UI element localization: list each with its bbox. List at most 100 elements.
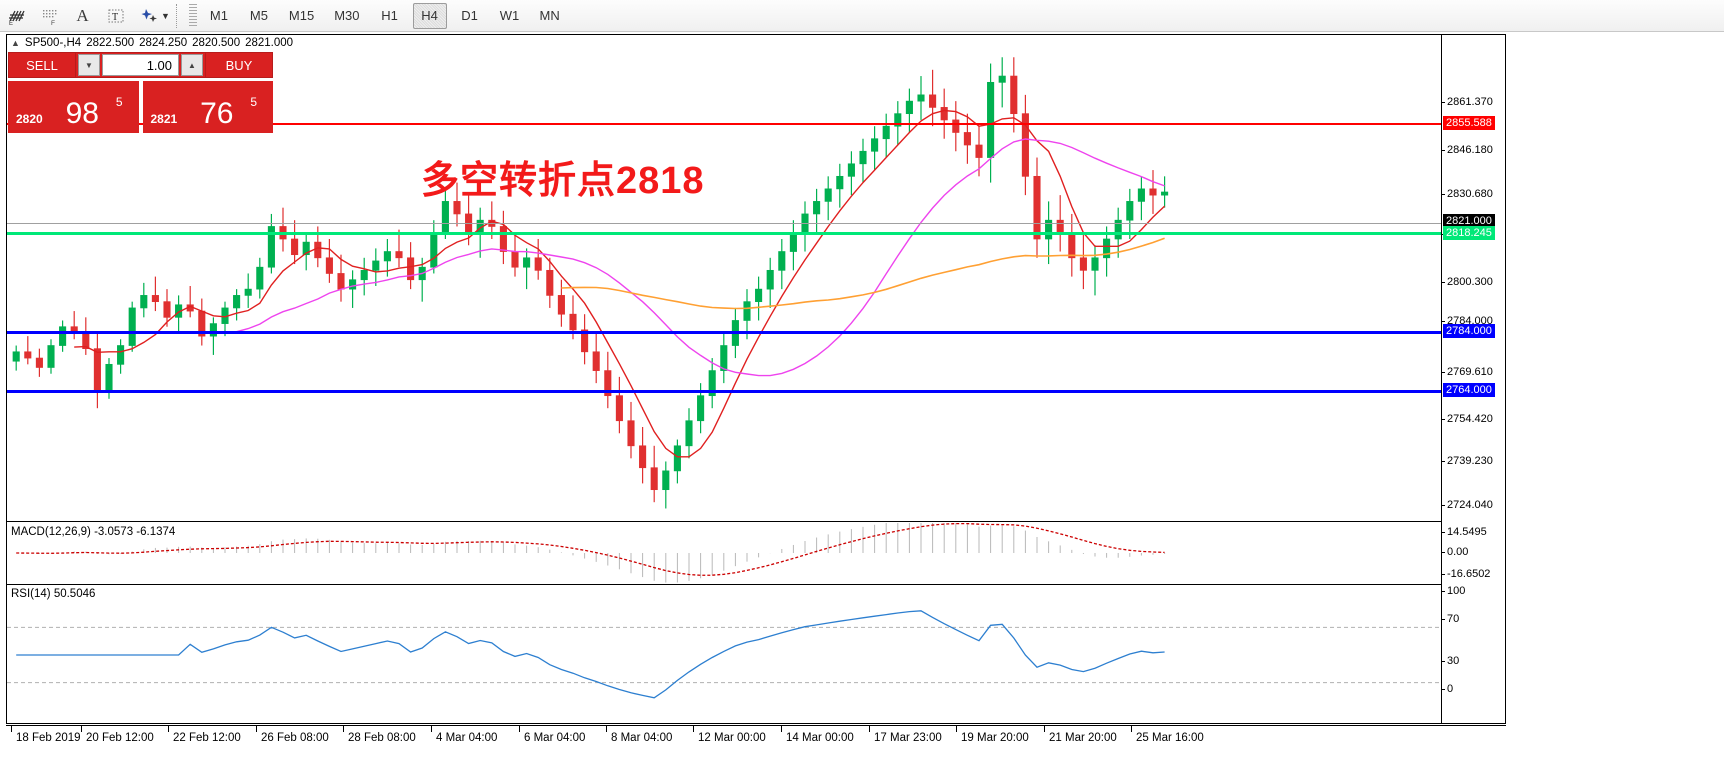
bid-price-fraction: 5 [115,95,123,109]
svg-text:E: E [9,21,13,26]
ma-mid-line [236,138,1165,377]
rsi-line [16,610,1165,699]
scale-tick: 70 [1442,613,1459,625]
macd-pane[interactable] [7,523,1443,583]
time-label: 26 Feb 08:00 [256,726,329,744]
svg-text:F: F [51,20,55,26]
candlestick-canvas [12,57,1169,509]
bid-price-display[interactable]: 2820 98 5 [8,81,139,133]
time-label: 18 Feb 2019 [11,726,81,744]
symbol-ohlc-bar: ▲ SP500-,H4 2822.500 2824.250 2820.500 2… [7,35,1505,51]
time-label: 19 Mar 20:00 [956,726,1029,744]
indicators-icon[interactable]: E [1,2,32,30]
scale-tick: 14.5495 [1442,526,1487,538]
price-tick: 2800.300 [1442,276,1493,288]
volume-stepper: ▼ 1.00 ▲ [76,52,205,78]
volume-decrease-button[interactable]: ▼ [78,54,100,76]
time-label: 4 Mar 04:00 [430,726,498,744]
timeframe-h4[interactable]: H4 [412,2,447,29]
ohlc-high: 2824.250 [139,37,188,49]
scale-tick: -16.6502 [1442,568,1490,580]
sell-button[interactable]: SELL [8,52,76,78]
price-tick: 2830.680 [1442,188,1493,200]
time-label: 14 Mar 00:00 [781,726,854,744]
pivot-line-2818[interactable] [7,232,1443,235]
timeframe-m15[interactable]: M15 [288,8,315,23]
toolbar-grip[interactable] [188,3,197,28]
price-quotes-row: 2820 98 5 2821 76 5 [8,81,273,133]
time-label: 21 Mar 20:00 [1044,726,1117,744]
price-badge: 2855.588 [1443,116,1495,130]
symbol-label: SP500-,H4 [24,37,82,49]
time-axis[interactable]: 18 Feb 2019 20 Feb 12:00 22 Feb 12:00 26 Fe… [6,725,1506,756]
scale-tick: 0.00 [1442,546,1468,558]
ask-price-main: 76 [200,97,234,130]
ask-price-fraction: 5 [250,95,257,109]
resistance-line-2855[interactable] [7,123,1443,125]
time-label: 12 Mar 00:00 [693,726,766,744]
time-label: 20 Feb 12:00 [81,726,154,744]
support-line-2784[interactable] [7,331,1443,334]
time-label: 8 Mar 04:00 [605,726,673,744]
toolbar-separator [175,3,177,28]
ohlc-low: 2820.500 [192,37,241,49]
main-toolbar: E F A T [0,0,1724,32]
timeframe-group: M1 M5 M15 M30 H1 H4 D1 W1 MN [199,2,570,29]
time-label: 17 Mar 23:00 [869,726,942,744]
ma-fast-line [74,109,1166,458]
price-badge: 2821.000 [1443,214,1495,228]
rsi-pane[interactable] [7,586,1443,724]
support-line-2764[interactable] [7,390,1443,393]
ask-price-integer: 2821 [150,112,178,126]
text-tool-icon[interactable]: A [76,5,89,25]
ohlc-open: 2822.500 [86,37,135,49]
timeframe-m30[interactable]: M30 [334,8,360,23]
macd-signal-line [16,523,1165,576]
text-label-icon[interactable]: T [100,2,131,30]
price-scale[interactable]: 2861.3702846.1802830.6802815.4902800.300… [1441,35,1505,723]
rsi-indicator-label[interactable]: RSI(14) 50.5046 [11,588,96,600]
time-label: 22 Feb 12:00 [168,726,241,744]
collapse-chart-icon[interactable]: ▲ [11,38,20,48]
timeframe-w1[interactable]: W1 [499,8,520,23]
ma-slow-line [561,237,1165,310]
price-tick: 2846.180 [1442,144,1493,156]
price-tick: 2769.610 [1442,366,1493,378]
volume-increase-button[interactable]: ▲ [181,54,203,76]
grid-icon[interactable]: F [34,2,65,30]
current-price-line-2821[interactable] [7,223,1443,224]
time-label: 28 Feb 08:00 [343,726,416,744]
objects-dropdown-caret-icon[interactable]: ▼ [161,10,170,21]
scale-tick: 0 [1442,683,1453,695]
price-tick: 2754.420 [1442,413,1493,425]
timeframe-m5[interactable]: M5 [249,8,268,23]
scale-tick: 30 [1442,655,1459,667]
macd-pane-divider [7,521,1505,522]
timeframe-d1[interactable]: D1 [461,8,478,23]
timeframe-mn[interactable]: MN [539,8,560,23]
price-badge: 2784.000 [1443,324,1495,338]
macd-indicator-label[interactable]: MACD(12,26,9) -3.0573 -6.1374 [11,526,176,538]
bid-price-main: 98 [65,97,99,130]
order-controls-row: SELL ▼ 1.00 ▲ BUY [8,52,273,78]
main-price-pane[interactable] [7,51,1443,521]
svg-text:T: T [112,12,118,23]
price-tick: 2724.040 [1442,499,1493,511]
timeframe-h1[interactable]: H1 [381,8,398,23]
rsi-canvas [7,610,1443,699]
buy-button[interactable]: BUY [205,52,273,78]
one-click-trading-panel[interactable]: SELL ▼ 1.00 ▲ BUY 2820 98 5 2821 76 5 [8,52,273,137]
ohlc-close: 2821.000 [245,37,294,49]
price-tick: 2739.230 [1442,455,1493,467]
volume-input[interactable]: 1.00 [102,54,179,76]
objects-icon[interactable] [133,2,164,30]
ask-price-display[interactable]: 2821 76 5 [142,81,273,133]
timeframe-m1[interactable]: M1 [209,8,228,23]
annotation-pivot-text: 多空转折点2818 [421,160,705,202]
chart-frame[interactable]: ▲ SP500-,H4 2822.500 2824.250 2820.500 2… [6,34,1506,724]
macd-canvas [16,523,1166,583]
time-label: 6 Mar 04:00 [518,726,586,744]
scale-tick: 100 [1442,585,1465,597]
price-tick: 2861.370 [1442,96,1493,108]
time-label: 25 Mar 16:00 [1131,726,1204,744]
